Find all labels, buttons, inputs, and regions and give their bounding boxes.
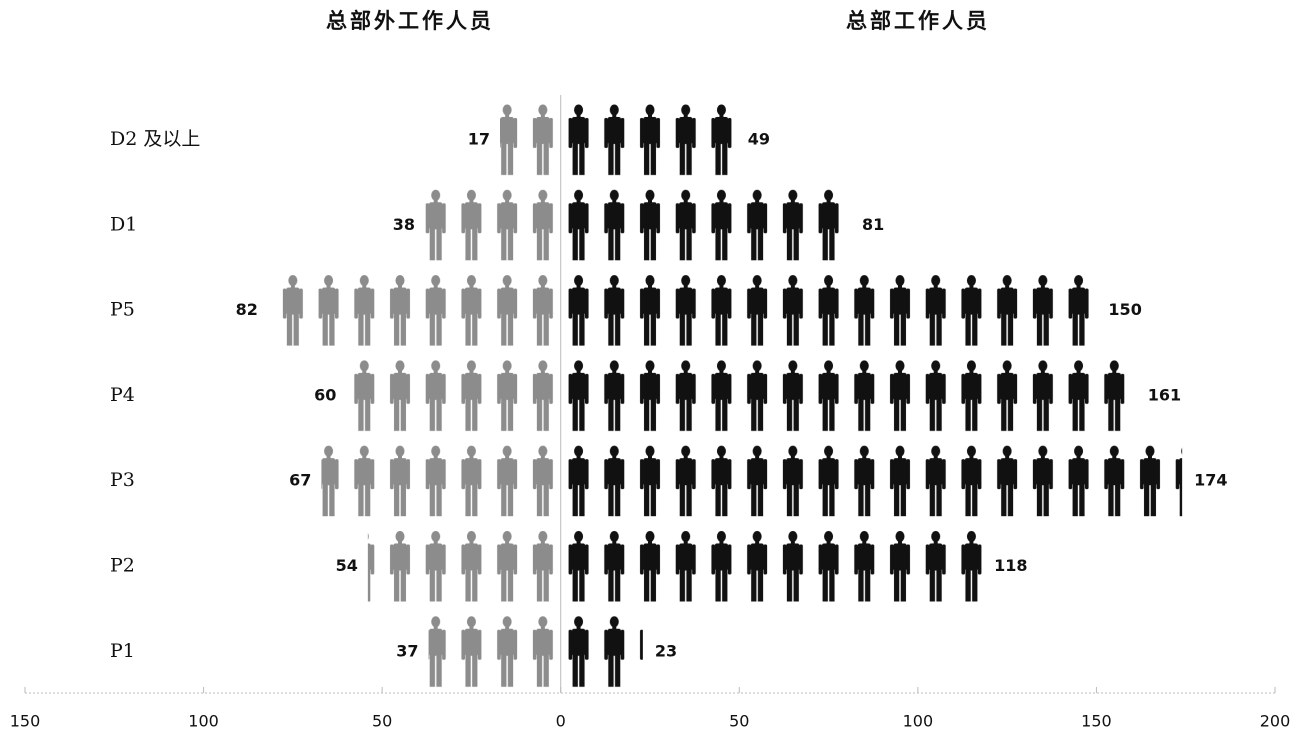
- value-label: 54: [336, 556, 358, 575]
- category-label: P4: [110, 384, 135, 406]
- category-label: P1: [110, 640, 135, 662]
- value-label: 60: [314, 385, 336, 404]
- value-label: 81: [862, 215, 884, 234]
- pictogram-bar: [500, 101, 561, 177]
- category-label: P5: [110, 299, 135, 321]
- value-label: 67: [289, 471, 311, 490]
- value-label: 37: [396, 641, 418, 660]
- x-tick-label: 0: [556, 712, 566, 731]
- x-tick-label: 100: [903, 712, 934, 731]
- x-tick-label: 200: [1260, 712, 1291, 731]
- pictogram-bar: [560, 356, 1136, 433]
- pictogram-bar: [428, 612, 561, 689]
- pictogram-bar: [560, 442, 1183, 519]
- value-label: 23: [655, 641, 677, 660]
- x-tick-label: 150: [10, 712, 41, 731]
- x-tick-label: 100: [188, 712, 219, 731]
- value-label: 174: [1194, 471, 1227, 490]
- pictogram-bar: [560, 527, 983, 604]
- value-label: 49: [748, 130, 770, 149]
- x-tick-label: 150: [1081, 712, 1112, 731]
- x-tick-label: 50: [372, 712, 392, 731]
- x-tick-label: 50: [729, 712, 749, 731]
- pictogram-bar: [560, 612, 643, 689]
- pictogram-bar: [425, 186, 561, 263]
- category-label: D2 及以上: [110, 128, 200, 150]
- pictogram-bar: [367, 527, 561, 604]
- pictogram-bar: [321, 442, 561, 519]
- pictogram-bar: [346, 356, 561, 433]
- value-label: 161: [1148, 385, 1181, 404]
- value-label: 150: [1108, 300, 1141, 319]
- value-label: 118: [994, 556, 1027, 575]
- pictogram-bar: [560, 101, 736, 177]
- legend-label: 总部外工作人员: [326, 9, 494, 33]
- value-label: 38: [393, 215, 415, 234]
- legend-label: 总部工作人员: [846, 9, 990, 33]
- pictogram-bar: [560, 271, 1097, 348]
- category-label: P2: [110, 555, 135, 577]
- pictogram-bar: [560, 186, 850, 263]
- value-label: 17: [468, 130, 490, 149]
- category-label: P3: [110, 469, 135, 491]
- value-label: 82: [236, 300, 258, 319]
- pictogram-bar: [267, 271, 561, 348]
- category-label: D1: [110, 213, 137, 235]
